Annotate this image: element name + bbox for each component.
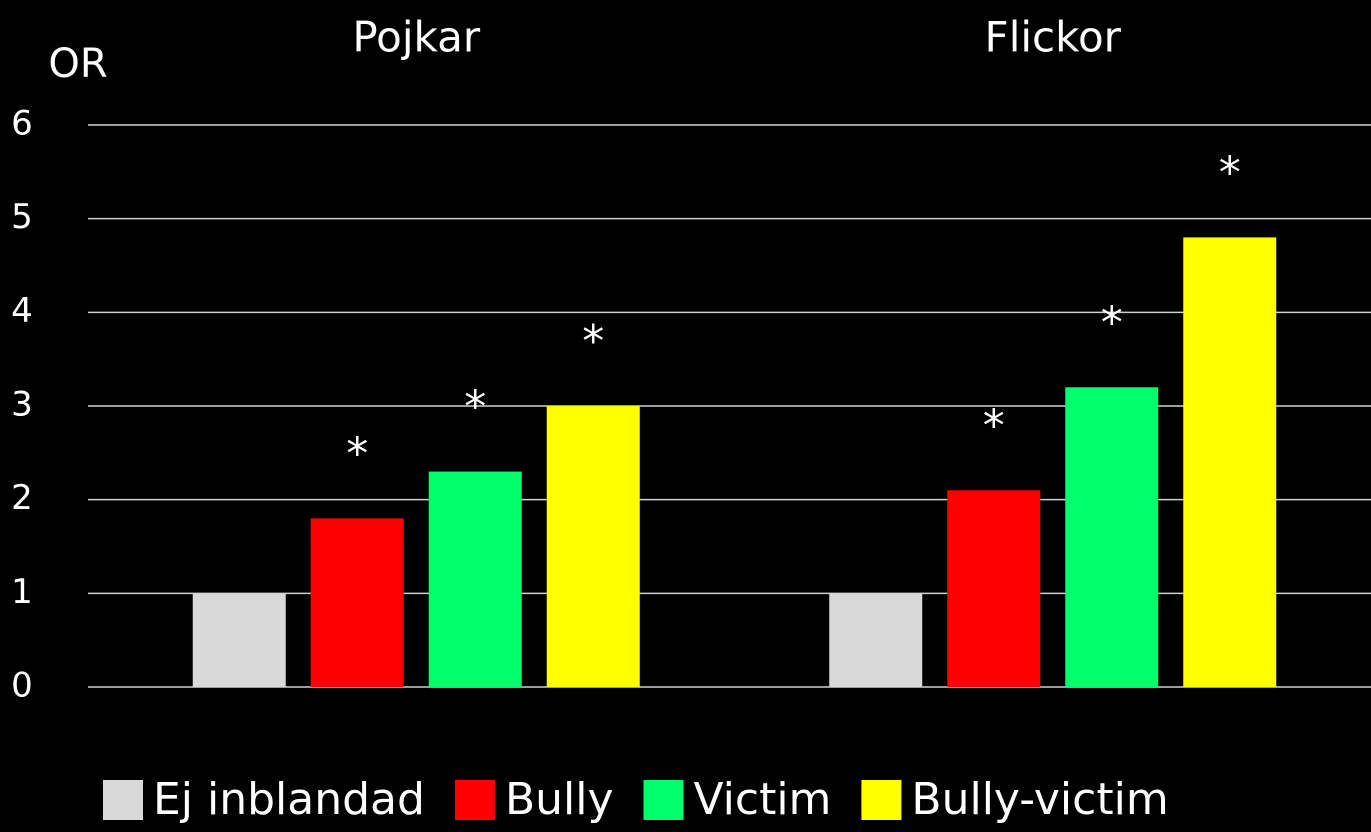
legend-swatch [454, 780, 495, 820]
y-tick-label: 4 [11, 291, 33, 331]
bar [947, 490, 1041, 687]
legend-swatch [861, 780, 902, 820]
category-label: Pojkar [352, 13, 481, 62]
bar [192, 593, 286, 687]
y-axis-label: OR [48, 41, 107, 87]
y-tick-label: 5 [11, 197, 33, 237]
y-tick-label: 0 [11, 666, 33, 706]
bar [829, 593, 923, 687]
bar [310, 518, 404, 687]
bar [1065, 387, 1159, 687]
y-tick-label: 2 [11, 478, 33, 518]
legend-label: Bully [505, 774, 614, 825]
significance-marker: * [346, 428, 368, 479]
legend-swatch [103, 780, 143, 820]
significance-marker: * [1101, 297, 1123, 348]
significance-marker: * [983, 400, 1005, 451]
bar [546, 406, 640, 687]
bar [428, 471, 522, 687]
significance-marker: * [582, 316, 604, 367]
legend-label: Bully-victim [911, 774, 1168, 825]
significance-marker: * [464, 382, 486, 433]
bar [1183, 237, 1277, 687]
significance-marker: * [1219, 147, 1241, 198]
y-tick-label: 3 [11, 385, 33, 425]
legend-label: Victim [694, 774, 832, 825]
legend-swatch [643, 780, 684, 820]
y-tick-label: 1 [11, 572, 33, 612]
category-label: Flickor [985, 13, 1122, 62]
y-tick-label: 6 [11, 104, 33, 144]
legend-label: Ej inblandad [153, 774, 425, 825]
